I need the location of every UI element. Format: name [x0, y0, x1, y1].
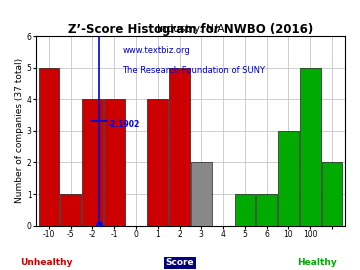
- Bar: [60, 194, 81, 226]
- Text: -2.1902: -2.1902: [108, 120, 140, 129]
- Y-axis label: Number of companies (37 total): Number of companies (37 total): [15, 58, 24, 203]
- Text: Score: Score: [166, 258, 194, 267]
- Text: www.textbiz.org: www.textbiz.org: [122, 46, 190, 55]
- Bar: [191, 163, 212, 226]
- Bar: [300, 68, 320, 226]
- Bar: [256, 194, 277, 226]
- Bar: [321, 163, 342, 226]
- Text: Unhealthy: Unhealthy: [21, 258, 73, 267]
- Text: Healthy: Healthy: [297, 258, 337, 267]
- Title: Z’-Score Histogram for NWBO (2016): Z’-Score Histogram for NWBO (2016): [68, 23, 313, 36]
- Text: Industry: N/A: Industry: N/A: [157, 24, 224, 34]
- Bar: [39, 68, 59, 226]
- Bar: [278, 131, 299, 226]
- Bar: [169, 68, 190, 226]
- Bar: [104, 99, 125, 226]
- Bar: [234, 194, 255, 226]
- Bar: [147, 99, 168, 226]
- Text: The Research Foundation of SUNY: The Research Foundation of SUNY: [122, 66, 265, 75]
- Bar: [82, 99, 103, 226]
